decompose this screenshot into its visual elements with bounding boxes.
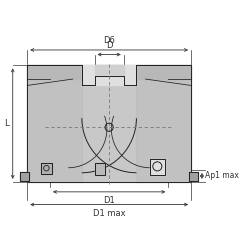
Polygon shape	[41, 163, 52, 174]
Polygon shape	[136, 79, 191, 182]
Polygon shape	[136, 66, 191, 79]
Polygon shape	[95, 66, 124, 76]
Polygon shape	[189, 172, 198, 181]
Polygon shape	[27, 66, 82, 79]
Text: Ap1 max: Ap1 max	[205, 171, 239, 180]
Text: L: L	[4, 119, 9, 128]
Polygon shape	[27, 79, 82, 182]
Text: D6: D6	[103, 36, 115, 45]
Polygon shape	[20, 172, 29, 181]
Text: D1: D1	[103, 196, 115, 205]
Polygon shape	[95, 163, 106, 175]
Polygon shape	[150, 159, 165, 174]
Text: D1 max: D1 max	[93, 209, 126, 218]
Text: D: D	[106, 41, 112, 50]
Polygon shape	[82, 66, 136, 85]
Polygon shape	[27, 66, 191, 182]
